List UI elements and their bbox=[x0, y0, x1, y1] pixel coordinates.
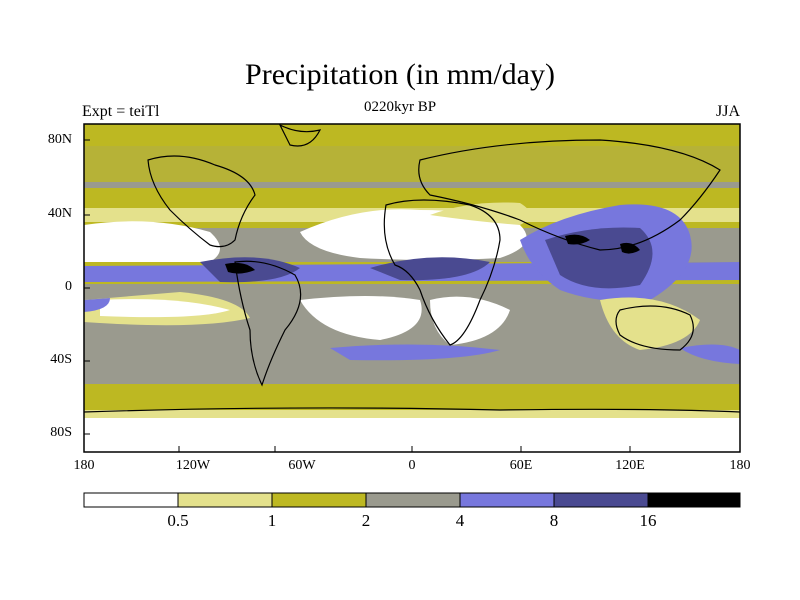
experiment-label: Expt = teiTl bbox=[82, 103, 160, 120]
coastlines bbox=[84, 124, 740, 413]
south-atlantic-dry bbox=[300, 296, 422, 340]
eurasia-coast bbox=[418, 139, 721, 251]
antarctic-edge bbox=[84, 410, 740, 418]
colorbar-bin-7 bbox=[648, 493, 740, 507]
colorbar-bin-3 bbox=[272, 493, 366, 507]
arctic-band bbox=[84, 124, 740, 146]
spcz-edge bbox=[84, 298, 110, 312]
lon-label-180w: 180 bbox=[73, 458, 95, 473]
colorbar bbox=[83, 492, 741, 508]
tasman-storm-track bbox=[680, 344, 740, 364]
subarctic-band bbox=[84, 146, 740, 182]
mediterranean-zone bbox=[430, 202, 530, 225]
lat-label-80s: 80S bbox=[50, 425, 72, 440]
colorbar-label-8: 8 bbox=[549, 511, 559, 530]
season-label: JJA bbox=[715, 103, 740, 120]
colorbar-bin-5 bbox=[460, 493, 554, 507]
colorbar-bin-2 bbox=[178, 493, 272, 507]
precipitation-field bbox=[84, 124, 740, 452]
north-america-coast bbox=[147, 155, 256, 248]
sh-high-lat-band bbox=[84, 384, 740, 410]
lat-label-0: 0 bbox=[65, 279, 72, 294]
colorbar-bin-4 bbox=[366, 493, 460, 507]
africa-coast bbox=[383, 199, 501, 346]
africa-rain-belt bbox=[370, 257, 490, 281]
colorbar-label-16: 16 bbox=[639, 511, 657, 530]
colorbar-label-4: 4 bbox=[455, 511, 465, 530]
se-pacific-dry bbox=[100, 299, 230, 318]
panama-max-rain bbox=[225, 262, 255, 274]
colorbar-label-1: 1 bbox=[267, 511, 277, 530]
axis-ticks bbox=[84, 139, 631, 452]
lon-label-120e: 120E bbox=[615, 458, 645, 473]
lat-label-80n: 80N bbox=[47, 132, 72, 147]
colorbar-label-2: 2 bbox=[361, 511, 371, 530]
lon-label-180e: 180 bbox=[729, 458, 751, 473]
sahara-dry-zone bbox=[300, 209, 527, 260]
south-china-sea-max bbox=[620, 242, 640, 254]
pacific-dry-zone bbox=[84, 221, 220, 265]
map-title: Precipitation (in mm/day) bbox=[245, 58, 555, 91]
lat-label-40n: 40N bbox=[47, 206, 72, 221]
colorbar-label-0-5: 0.5 bbox=[167, 511, 189, 530]
australia-dry-zone bbox=[600, 297, 700, 350]
map-subtitle: 0220kyr BP bbox=[363, 99, 437, 115]
lon-label-60w: 60W bbox=[288, 458, 316, 473]
lon-label-0: 0 bbox=[408, 458, 416, 473]
lon-label-60e: 60E bbox=[509, 458, 533, 473]
colorbar-bin-6 bbox=[554, 493, 648, 507]
lat-label-40s: 40S bbox=[50, 352, 72, 367]
southern-africa-dry bbox=[430, 296, 510, 345]
australia-coast bbox=[615, 305, 694, 351]
south-america-coast bbox=[234, 260, 302, 387]
sh-storm-track bbox=[330, 344, 500, 361]
greenland-coast bbox=[278, 124, 322, 147]
lon-label-120w: 120W bbox=[175, 458, 211, 473]
colorbar-bin-1 bbox=[84, 493, 178, 507]
antarctica-coast bbox=[84, 407, 740, 413]
colorbar-frame bbox=[83, 492, 741, 508]
